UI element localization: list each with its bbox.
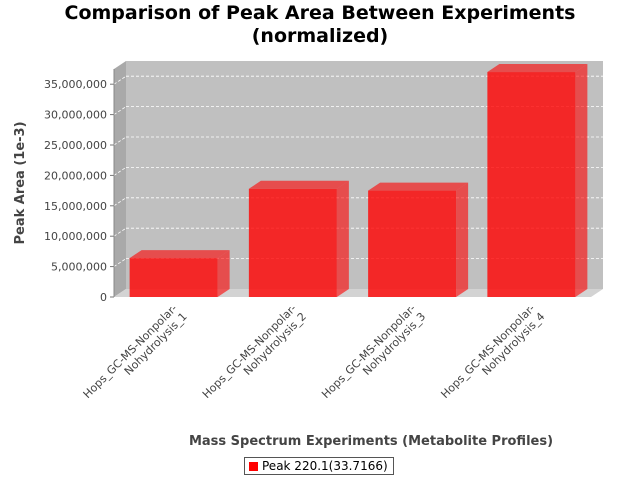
gridline-side (113, 136, 127, 146)
y-tick-label: 35,000,000 (44, 78, 107, 91)
legend-label: Peak 220.1(33.7166) (262, 459, 388, 473)
legend: Peak 220.1(33.7166) (244, 457, 394, 475)
legend-swatch (249, 462, 258, 471)
y-tick-label: 10,000,000 (44, 230, 107, 243)
bar-side (336, 180, 349, 297)
chart-title-line-2: (normalized) (251, 25, 389, 47)
plot-back-wall (126, 61, 603, 289)
y-tick-label: 25,000,000 (44, 139, 107, 152)
bar-top (129, 250, 230, 259)
bar-top (487, 64, 588, 73)
y-tick-label: 0 (100, 291, 107, 304)
gridline-side (113, 197, 127, 207)
gridline-side (113, 258, 127, 267)
bar-side (456, 182, 469, 297)
y-tick-label: 15,000,000 (44, 200, 107, 213)
x-tick-label: Hops_GC-MS-Nonpolar- (200, 302, 299, 401)
x-axis-title: Mass Spectrum Experiments (Metabolite Pr… (189, 434, 553, 449)
gridline-side (113, 75, 127, 85)
bar (487, 72, 576, 297)
gridline-side (113, 227, 127, 237)
chart-title-line-1: Comparison of Peak Area Between Experime… (64, 2, 576, 24)
y-tick-label: 5,000,000 (51, 261, 107, 274)
plot-side-wall (114, 61, 126, 297)
bar (248, 188, 337, 297)
bar-side (217, 250, 230, 297)
y-tick-label: 30,000,000 (44, 109, 107, 122)
plot-floor (114, 289, 603, 297)
y-tick-label: 20,000,000 (44, 169, 107, 182)
bar (368, 190, 457, 297)
y-axis-title: Peak Area (1e-3) (13, 121, 28, 244)
x-tick-label: Hops_GC-MS-Nonpolar- (319, 302, 418, 401)
chart-title: Comparison of Peak Area Between Experime… (0, 2, 640, 48)
gridline-side (113, 167, 127, 176)
x-tick-label: Hops_GC-MS-Nonpolar- (438, 302, 537, 401)
bar-top (368, 182, 469, 191)
x-tick-label: Hops_GC-MS-Nonpolar- (81, 302, 180, 401)
bar-top (248, 180, 349, 189)
gridline-side (113, 106, 127, 115)
bar-side (575, 64, 588, 297)
bar (129, 258, 218, 297)
